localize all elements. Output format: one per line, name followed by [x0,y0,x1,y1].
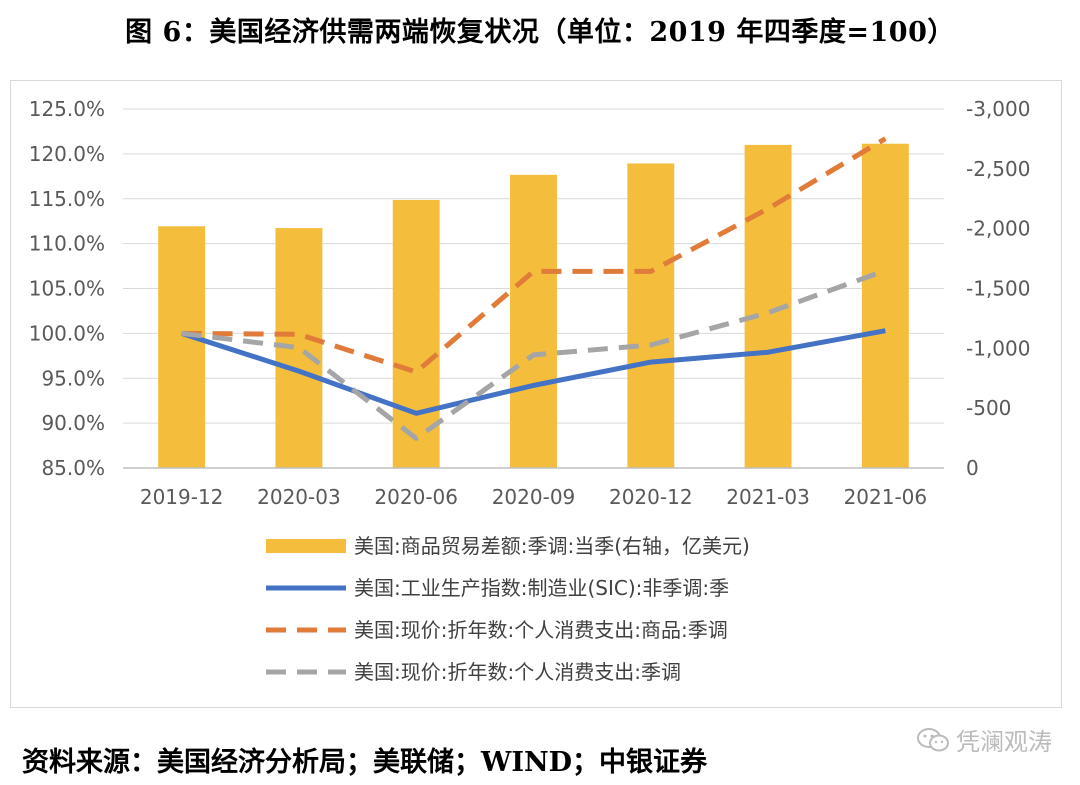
x-tick-label: 2020-03 [257,485,341,509]
y-left-tick-label: 95.0% [41,366,105,390]
x-tick-label: 2020-06 [374,485,458,509]
series-line [181,268,887,441]
y-right-tick-label: -1,500 [966,277,1030,301]
bar [510,174,557,469]
y-right-tick-label: -1,000 [966,336,1030,360]
x-tick-label: 2021-06 [844,485,928,509]
watermark-text: 凭澜观涛 [956,728,1052,756]
y-right-tick-label: -500 [966,396,1011,420]
y-left-tick-label: 105.0% [29,277,105,301]
x-tick-label: 2020-12 [609,485,693,509]
chart-svg: 85.0% 90.0% 95.0% 100.0% 105.0% 110.0% 115.0% 1… [29,97,1031,684]
y-left-tick-label: 125.0% [29,97,105,121]
y-left-tick-label: 110.0% [29,232,105,256]
y-right-tick-label: -2,500 [966,157,1030,181]
source-note: 资料来源：美国经济分析局；美联储；WIND；中银证券 [22,747,708,778]
y-right-tick-label: 0 [966,456,979,480]
legend-label: 美国:现价:折年数:个人消费支出:季调 [354,660,681,684]
y-left-tick-label: 100.0% [29,321,105,345]
chart-area: 85.0% 90.0% 95.0% 100.0% 105.0% 110.0% 115.0% 1… [10,80,1062,708]
legend-label: 美国:现价:折年数:个人消费支出:商品:季调 [354,618,728,642]
bar [392,199,440,468]
y-left-tick-label: 115.0% [29,187,105,211]
legend-swatch [266,539,346,553]
watermark: 凭澜观涛 [916,722,1052,757]
bar [627,163,675,468]
x-tick-label: 2020-09 [492,485,576,509]
chart-title: 图 6：美国经济供需两端恢复状况（单位：2019 年四季度=100） [125,17,955,48]
bar [861,143,909,468]
x-tick-label: 2021-03 [726,485,810,509]
legend-label: 美国:商品贸易差额:季调:当季(右轴，亿美元) [354,534,750,558]
y-left-tick-label: 90.0% [41,411,105,435]
y-left-tick-label: 85.0% [41,456,105,480]
wechat-icon [917,727,949,751]
bar [158,226,206,468]
x-tick-label: 2019-12 [140,485,224,509]
y-left-tick-label: 120.0% [29,142,105,166]
y-right-tick-label: -3,000 [966,97,1030,121]
y-right-tick-label: -2,000 [966,217,1030,241]
legend-label: 美国:工业生产指数:制造业(SIC):非季调:季 [354,576,729,600]
series-line [180,328,886,416]
